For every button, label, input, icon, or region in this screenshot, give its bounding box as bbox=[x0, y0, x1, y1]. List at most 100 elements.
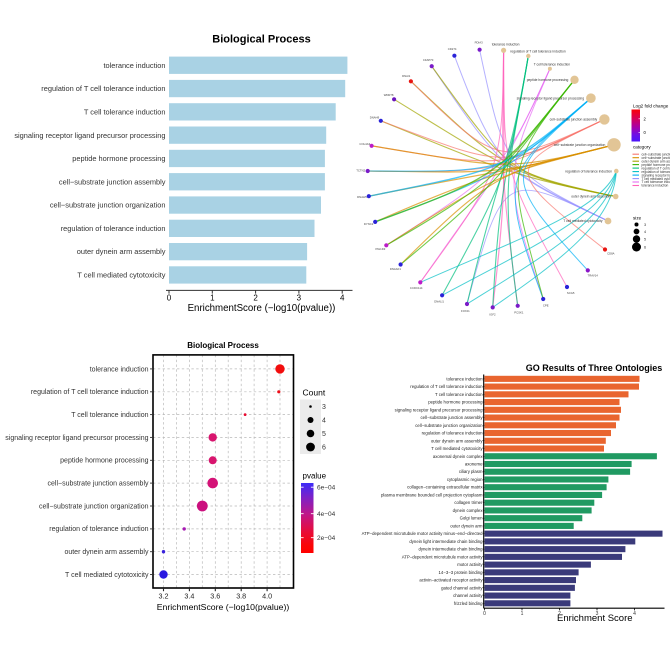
svg-text:T cell mediated cytotoxicity: T cell mediated cytotoxicity bbox=[77, 271, 165, 280]
svg-text:regulation of T cell tolerance: regulation of T cell tolerance induction bbox=[510, 50, 566, 54]
svg-text:5: 5 bbox=[322, 431, 326, 438]
svg-text:size: size bbox=[633, 216, 642, 221]
svg-text:3.2: 3.2 bbox=[159, 592, 169, 601]
svg-text:6e−04: 6e−04 bbox=[317, 485, 336, 492]
svg-text:peptide hormone processing: peptide hormone processing bbox=[60, 458, 148, 465]
svg-text:CCDC114: CCDC114 bbox=[410, 286, 423, 290]
svg-text:dynein light intermediate chai: dynein light intermediate chain binding bbox=[409, 539, 483, 544]
svg-text:peptide hormone processing: peptide hormone processing bbox=[527, 78, 569, 82]
svg-text:3: 3 bbox=[297, 294, 302, 303]
svg-text:outer dynein arm assembly: outer dynein arm assembly bbox=[77, 247, 166, 256]
svg-text:COL4A3: COL4A3 bbox=[359, 142, 370, 146]
svg-text:1: 1 bbox=[521, 611, 524, 617]
svg-text:6: 6 bbox=[322, 445, 326, 452]
svg-text:4e−04: 4e−04 bbox=[317, 511, 336, 518]
svg-text:regulation of T cell tolerance: regulation of T cell tolerance induction bbox=[41, 84, 165, 93]
svg-text:cell−substrate junction assemb: cell−substrate junction assembly bbox=[421, 415, 484, 420]
svg-text:ciliary plasm: ciliary plasm bbox=[459, 469, 483, 474]
svg-text:cell−substrate junction organi: cell−substrate junction organization bbox=[415, 423, 483, 428]
svg-text:dynein intermediate chain bind: dynein intermediate chain binding bbox=[418, 547, 483, 552]
svg-text:1: 1 bbox=[210, 294, 215, 303]
svg-text:3: 3 bbox=[644, 223, 646, 227]
svg-text:2: 2 bbox=[644, 117, 647, 122]
svg-text:outer dynein arm: outer dynein arm bbox=[450, 523, 483, 528]
svg-text:CPE: CPE bbox=[543, 304, 549, 308]
svg-text:GO Results of Three Ontologies: GO Results of Three Ontologies bbox=[526, 363, 663, 373]
svg-text:4: 4 bbox=[340, 294, 345, 303]
svg-text:T cell tolerance induction: T cell tolerance induction bbox=[84, 108, 166, 117]
svg-text:cell−substrate junction organi: cell−substrate junction organization bbox=[50, 201, 166, 210]
svg-text:peptide hormone processing: peptide hormone processing bbox=[72, 154, 165, 163]
svg-text:collagen−containing extracellu: collagen−containing extracellular matrix bbox=[407, 485, 483, 490]
svg-text:T cell mediated cytotoxicity: T cell mediated cytotoxicity bbox=[563, 219, 603, 223]
svg-text:T cell mediated cytotoxicity: T cell mediated cytotoxicity bbox=[65, 572, 149, 579]
svg-text:signaling receptor ligand prec: signaling receptor ligand precursor proc… bbox=[395, 407, 484, 412]
svg-text:WDR78: WDR78 bbox=[384, 93, 394, 97]
svg-text:tolerance induction: tolerance induction bbox=[446, 376, 483, 381]
svg-text:DNAH9: DNAH9 bbox=[370, 116, 380, 120]
svg-text:T cell mediated cytotoxicity: T cell mediated cytotoxicity bbox=[642, 177, 670, 181]
svg-text:peptide hormone processing: peptide hormone processing bbox=[642, 163, 670, 167]
svg-text:Log2 fold change: Log2 fold change bbox=[633, 104, 669, 109]
svg-text:Biological Process: Biological Process bbox=[187, 341, 259, 350]
svg-text:cell−substrate junction assemb: cell−substrate junction assembly bbox=[59, 177, 166, 186]
svg-text:T cell tolerance induction: T cell tolerance induction bbox=[534, 62, 571, 66]
svg-text:outer dynein arm assembly: outer dynein arm assembly bbox=[431, 438, 483, 443]
svg-text:DYNC2: DYNC2 bbox=[364, 222, 374, 226]
svg-text:4: 4 bbox=[644, 230, 646, 234]
svg-text:outer dynein arm assembly: outer dynein arm assembly bbox=[571, 195, 611, 199]
svg-text:tolerance induction: tolerance induction bbox=[492, 43, 520, 47]
svg-text:regulation of tolerance induct: regulation of tolerance induct bbox=[642, 170, 670, 174]
svg-text:regulation of tolerance induct: regulation of tolerance induction bbox=[49, 526, 148, 533]
svg-text:TCTN2: TCTN2 bbox=[356, 169, 365, 173]
svg-text:cell−substrate junction organi: cell−substrate junction organization bbox=[554, 143, 606, 147]
svg-text:tolerance induction: tolerance induction bbox=[642, 184, 669, 188]
svg-text:3: 3 bbox=[322, 404, 326, 411]
svg-text:regulation of T cell tolerance: regulation of T cell tolerance bbox=[642, 166, 670, 170]
svg-text:PCSK1: PCSK1 bbox=[514, 311, 524, 315]
svg-text:3.8: 3.8 bbox=[236, 592, 246, 601]
svg-text:regulation of tolerance induct: regulation of tolerance induction bbox=[565, 169, 612, 173]
svg-text:2: 2 bbox=[558, 611, 561, 617]
svg-text:cell−substrate junction assemb: cell−substrate junction assembly bbox=[550, 118, 598, 122]
svg-text:regulation of T cell tolerance: regulation of T cell tolerance induction bbox=[410, 384, 483, 389]
svg-text:T cell tolerance induction: T cell tolerance induction bbox=[71, 412, 148, 419]
svg-text:signaling receptor ligand prec: signaling receptor ligand precursor proc… bbox=[5, 435, 148, 442]
svg-text:EnrichmentScore (−log10(pvalue: EnrichmentScore (−log10(pvalue)) bbox=[188, 303, 336, 314]
svg-text:Enrichment Score: Enrichment Score bbox=[557, 613, 633, 624]
svg-text:4: 4 bbox=[322, 418, 326, 425]
svg-text:DNAAF1: DNAAF1 bbox=[390, 267, 401, 271]
svg-text:IGF2: IGF2 bbox=[489, 312, 496, 316]
svg-text:outer dynein arm assembly: outer dynein arm assembly bbox=[642, 159, 670, 163]
svg-text:4.0: 4.0 bbox=[262, 592, 272, 601]
svg-text:3: 3 bbox=[596, 611, 599, 617]
svg-text:Biological Process: Biological Process bbox=[212, 34, 310, 46]
svg-text:cell−substrate junction organi: cell−substrate junction organization bbox=[39, 503, 149, 510]
svg-text:plasma membrane bounded cell p: plasma membrane bounded cell projection … bbox=[381, 493, 483, 498]
svg-text:regulation of T cell tolerance: regulation of T cell tolerance induction bbox=[31, 389, 149, 396]
svg-text:tolerance induction: tolerance induction bbox=[90, 366, 149, 373]
svg-text:T cell mediated cytotoxicity: T cell mediated cytotoxicity bbox=[431, 446, 483, 451]
svg-text:CD274: CD274 bbox=[448, 47, 457, 51]
svg-text:activin−activated receptor act: activin−activated receptor activity bbox=[419, 578, 483, 583]
svg-text:category: category bbox=[633, 145, 651, 150]
svg-text:collagen trimer: collagen trimer bbox=[454, 500, 483, 505]
svg-text:ATP−dependent microtubule moto: ATP−dependent microtubule motor activity… bbox=[362, 531, 484, 536]
svg-text:EnrichmentScore (−log10(pvalue: EnrichmentScore (−log10(pvalue)) bbox=[157, 602, 290, 612]
svg-text:T cell tolerance induction: T cell tolerance induction bbox=[642, 180, 670, 184]
svg-text:peptide hormone processing: peptide hormone processing bbox=[428, 400, 483, 405]
svg-text:0: 0 bbox=[483, 611, 486, 617]
svg-text:14−3−3 protein binding: 14−3−3 protein binding bbox=[439, 570, 484, 575]
svg-text:ATP−dependent microtubule moto: ATP−dependent microtubule motor activity bbox=[402, 554, 484, 559]
svg-text:tolerance induction: tolerance induction bbox=[103, 61, 165, 70]
svg-text:DNALI1: DNALI1 bbox=[434, 300, 444, 304]
svg-text:4: 4 bbox=[633, 611, 636, 617]
svg-text:signaling receptor ligand prec: signaling receptor ligand prec bbox=[642, 173, 670, 177]
svg-text:axonemal dynein complex: axonemal dynein complex bbox=[433, 454, 484, 459]
svg-text:PDIA3: PDIA3 bbox=[475, 41, 484, 45]
svg-text:outer dynein arm assembly: outer dynein arm assembly bbox=[64, 549, 149, 556]
svg-text:cell−substrate junction assemb: cell−substrate junction assembly bbox=[642, 152, 670, 156]
svg-text:5: 5 bbox=[644, 237, 646, 241]
svg-text:2e−04: 2e−04 bbox=[317, 535, 336, 542]
svg-text:0: 0 bbox=[644, 130, 647, 135]
